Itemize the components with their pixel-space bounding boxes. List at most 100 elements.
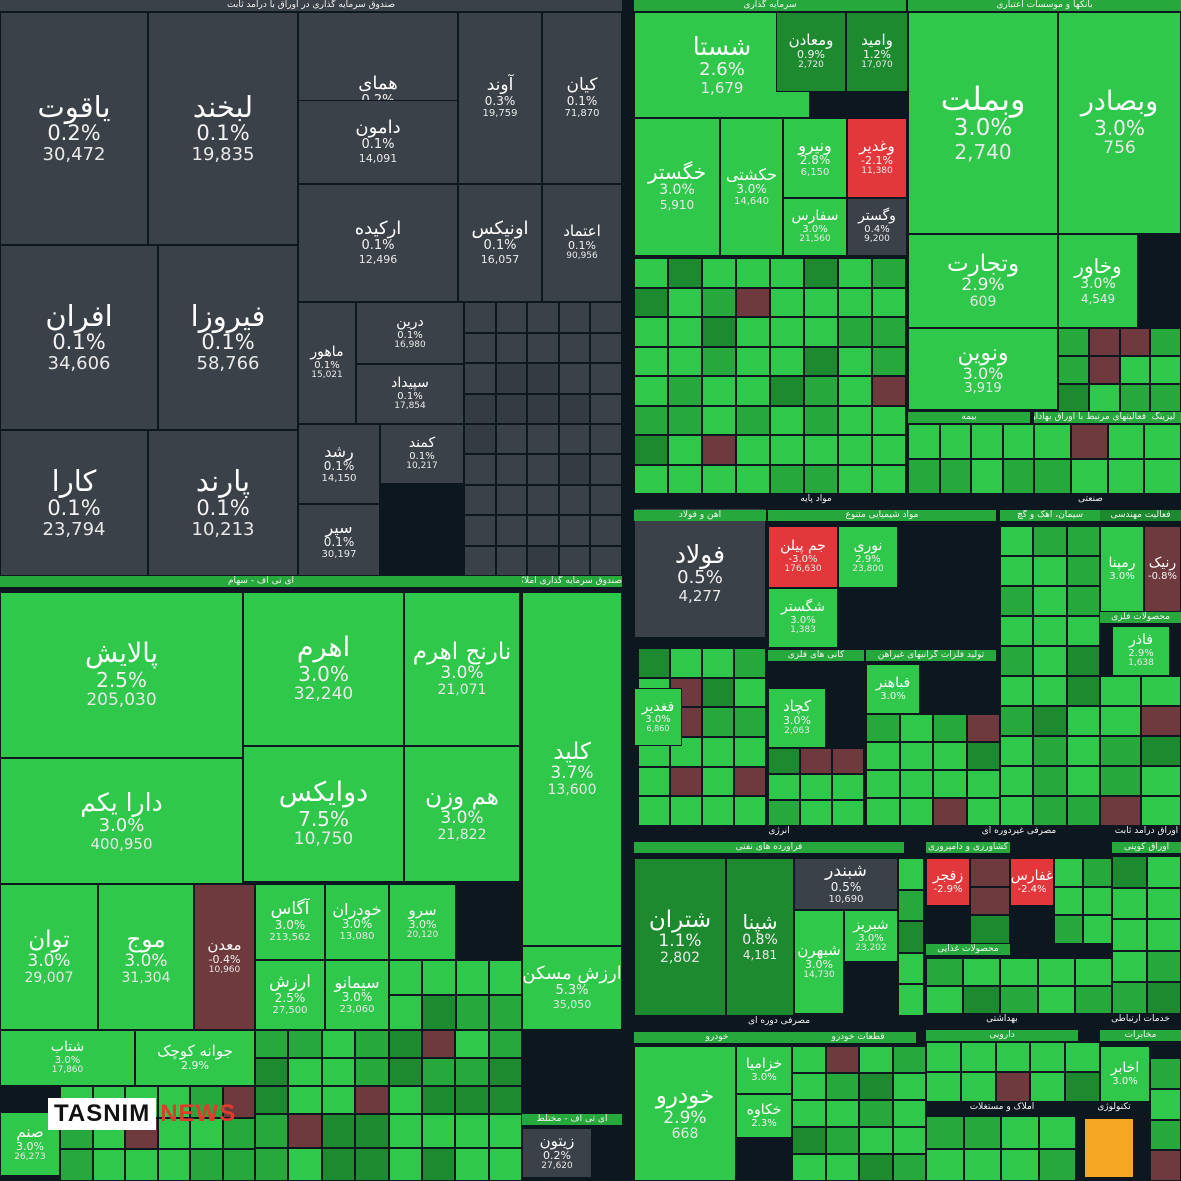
tile-54[interactable]: جم پیلن -3.0% 176,630 [768,526,838,588]
filler-tile-161 [1066,706,1100,736]
filler-tile-53 [804,435,838,465]
tile-32[interactable]: سیمانو 3.0% 23,060 [325,960,389,1030]
filler-tile-335 [527,363,559,394]
tile-19[interactable]: پالایش 2.5% 205,030 [0,592,243,758]
tile-20[interactable]: اهرم 3.0% 32,240 [243,592,404,746]
tile-35[interactable]: شتاب 3.0% 17,860 [0,1030,135,1086]
tile-17[interactable]: کمند 0.1% 10,217 [380,424,464,484]
tile-volume: 668 [671,1126,699,1143]
tile-68[interactable]: زفجر -2.9% [926,858,970,906]
tile-71[interactable]: خزامیا 3.0% [736,1046,792,1094]
tile-62[interactable]: فاذر 2.9% 1,638 [1112,626,1170,676]
tile-symbol: ارزش [269,971,311,992]
tile-46[interactable]: ونیرو 2.8% 6,150 [783,118,847,198]
tile-47[interactable]: وغدیر -2.1% 11,380 [847,118,907,198]
tile-66[interactable]: شبریز 3.0% 23,202 [844,910,898,962]
tile-30[interactable]: ارزش 2.5% 27,500 [255,960,325,1030]
tile-61[interactable]: فباهنر 3.0% [866,664,920,714]
filler-tile-348 [464,454,496,485]
filler-tile-346 [558,424,591,455]
tile-12[interactable]: درین 0.1% 16,980 [356,302,464,364]
tile-64[interactable]: شپنا 0.8% 4,181 [726,858,794,1016]
tile-change: 2.9% [855,553,881,565]
tile-56[interactable]: شگستر 3.0% 1,383 [768,588,838,648]
tile-28[interactable]: معدن -0.4% 10,960 [194,884,255,1030]
tile-73[interactable]: اخابر 3.0% [1100,1046,1150,1102]
tile-25[interactable]: کلید 3.7% 13,600 [522,592,622,946]
tile-volume: 6,150 [800,167,830,179]
tile-49[interactable]: وگستر 0.4% 9,200 [847,198,907,256]
tile-18[interactable]: سپر 0.1% 30,197 [298,504,380,576]
tile-60[interactable]: کچاد 3.0% 2,063 [768,688,826,748]
tile-40[interactable]: ومعادن 0.9% 2,720 [776,12,846,92]
tile-23[interactable]: دوایکس 7.5% 10,750 [243,746,404,882]
tile-26[interactable]: توان 3.0% 29,007 [0,884,98,1030]
filler-tile-73 [1088,328,1120,356]
tile-45[interactable]: حکشتی 3.0% 14,640 [720,118,783,256]
filler-tile-235 [926,1042,961,1072]
tile-59[interactable]: فغدیر 3.0% 6,860 [634,688,682,746]
tile-15[interactable]: پارند 0.1% 10,213 [148,430,298,576]
filler-tile-200 [926,986,964,1014]
tile-72[interactable]: خکاوه 2.3% [736,1094,792,1138]
tile-9[interactable]: اعتماد 0.1% 90,956 [542,184,622,302]
filler-tile-254 [1150,1088,1181,1120]
tile-57[interactable]: رمپنا 3.0% [1100,526,1144,612]
tile-change: 0.2% [543,1148,571,1162]
tile-1[interactable]: لبخند 0.1% 19,835 [148,12,298,245]
tile-6[interactable]: افران 0.1% 34,606 [0,245,158,430]
filler-tile-99 [734,677,766,708]
tile-65[interactable]: شبندر 0.5% 10,690 [794,858,898,910]
tile-29[interactable]: آگاس 3.0% 213,562 [255,884,325,960]
tile-7[interactable]: فیروزا 0.1% 58,766 [158,245,298,430]
tile-36[interactable]: جوانه کوچک 2.9% [135,1030,255,1086]
tile-5[interactable]: دامون 0.1% 14,091 [298,100,458,184]
tile-33[interactable]: سرو 3.0% 20,120 [389,884,456,960]
tile-14[interactable]: کارا 0.1% 23,794 [0,430,148,576]
tile-38[interactable]: زیتون 0.2% 27,620 [522,1128,592,1178]
tile-10[interactable]: ارکیده 0.1% 12,496 [298,184,458,302]
filler-tile-7 [872,258,906,288]
tile-63[interactable]: شتران 1.1% 2,802 [634,858,726,1016]
tile-44[interactable]: خگستر 3.0% 5,910 [634,118,720,256]
filler-tile-36 [770,376,804,406]
tile-21[interactable]: نارنج اهرم 3.0% 21,071 [404,592,520,746]
tile-27[interactable]: موج 3.0% 31,304 [98,884,194,1030]
filler-tile-29 [804,346,838,376]
tile-11[interactable]: ماهور 0.1% 15,021 [298,302,356,424]
tile-51[interactable]: وخاور 3.0% 4,549 [1058,234,1138,328]
tile-3[interactable]: آوند 0.3% 19,759 [458,12,542,184]
tile-0[interactable]: یاقوت 0.2% 30,472 [0,12,148,245]
filler-tile-168 [1000,796,1034,826]
tile-24[interactable]: هم وزن 3.0% 21,822 [404,746,520,882]
tile-50[interactable]: وتجارت 2.9% 609 [908,234,1058,328]
tile-41[interactable]: وامید 1.2% 17,070 [846,12,908,92]
tile-53[interactable]: فولاد 0.5% 4,277 [634,508,766,638]
sector-header-32: املاک و مستغلات [926,1102,1078,1113]
tile-13[interactable]: سپیداد 0.1% 17,854 [356,364,464,424]
tile-55[interactable]: نوری 2.9% 23,800 [838,526,898,588]
tile-67[interactable]: شبهرن 3.0% 14,730 [794,910,844,1014]
tile-48[interactable]: سفارس 3.0% 21,560 [783,198,847,256]
tile-8[interactable]: اونیکس 0.1% 16,057 [458,184,542,302]
tile-change: 3.0% [341,917,373,932]
filler-tile-193 [1054,915,1083,944]
tile-22[interactable]: دارا یکم 3.0% 400,950 [0,758,243,884]
tile-69[interactable]: غفارس -2.4% [1010,858,1054,906]
tile-34[interactable]: ارزش مسکن 5.3% 35,050 [522,946,622,1030]
tile-52[interactable]: ونوین 3.0% 3,919 [908,328,1058,410]
sector-header-22: محصولات غذایی [926,944,1010,955]
filler-tile-265 [255,1030,289,1058]
tile-42[interactable]: وبملت 3.0% 2,740 [908,12,1058,234]
tile-43[interactable]: وبصادر 3.0% 756 [1058,12,1181,234]
tile-4[interactable]: کیان 0.1% 71,870 [542,12,622,184]
tile-symbol: لبخند [192,89,254,124]
filler-tile-143 [1066,526,1100,556]
tile-31[interactable]: خودران 3.0% 13,080 [325,884,389,960]
tile-70[interactable]: خودرو 2.9% 668 [634,1046,736,1181]
filler-tile-359 [495,515,528,546]
tile-change: 3.0% [16,1139,44,1153]
tile-change: 3.0% [124,951,168,972]
tile-16[interactable]: رشد 0.1% 14,150 [298,424,380,504]
tile-58[interactable]: رنیک -0.8% [1144,526,1181,612]
